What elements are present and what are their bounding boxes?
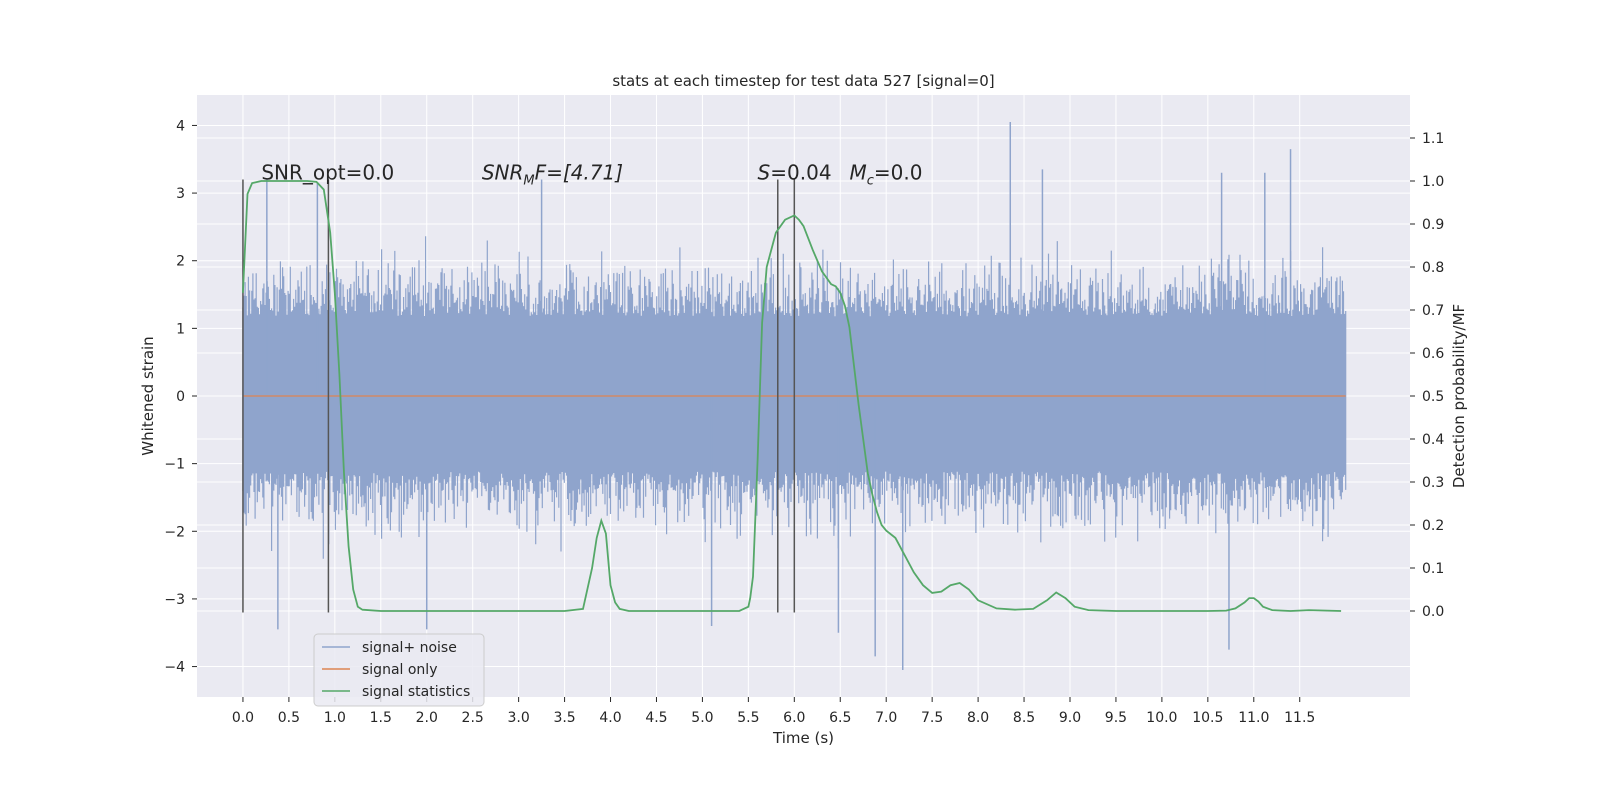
annotation-mc-main: M: [849, 161, 866, 185]
legend-box: [313, 633, 485, 707]
x-axis-title: Time (s): [772, 729, 834, 747]
left-y-tick-label: 3: [176, 186, 185, 202]
x-tick-label: 6.0: [783, 710, 805, 726]
left-y-tick-label: 4: [176, 118, 185, 134]
x-tick-label: 4.5: [645, 710, 667, 726]
right-y-tick-label: 0.7: [1422, 303, 1444, 319]
x-tick-label: 9.0: [1059, 710, 1081, 726]
signal-statistics-line: [242, 180, 1342, 612]
x-tick-label: 3.5: [553, 710, 575, 726]
x-tick-label: 2.5: [462, 710, 484, 726]
x-tick-label: 6.5: [829, 710, 851, 726]
legend-label-signal-only: signal only: [362, 662, 437, 678]
right-y-axis-title: Detection probability/MF: [1450, 304, 1468, 488]
x-tick-label: 0.5: [278, 710, 300, 726]
annotation-mc: Mc=0.0: [849, 161, 922, 189]
x-tick-label: 4.0: [599, 710, 621, 726]
right-y-tick-label: 0.1: [1422, 561, 1444, 577]
left-y-axis-title: Whitened strain: [139, 336, 157, 455]
x-tick-label: 0.0: [232, 710, 254, 726]
chart-title: stats at each timestep for test data 527…: [612, 72, 994, 90]
annotation-snr-mf-sub: M: [523, 174, 534, 189]
annotation-mc-sub: c: [867, 174, 874, 189]
x-tick-label: 7.0: [875, 710, 897, 726]
x-axis-ticks: 0.0 0.5 1.0 1.5 2.0 2.5 3.0 3.5 4.0 4.5 5.0 5.5 6.0 6…: [232, 697, 1315, 726]
right-y-tick-label: 0.3: [1422, 475, 1444, 491]
x-tick-label: 8.0: [967, 710, 989, 726]
annotation-s: S=0.04: [758, 161, 832, 185]
x-tick-label: 3.0: [507, 710, 529, 726]
left-y-tick-label: 1: [176, 321, 185, 337]
series-signal-noise: [242, 122, 1347, 670]
annotation-snr-opt: SNR_opt=0.0: [261, 161, 394, 185]
left-y-tick-label: −1: [164, 457, 185, 473]
right-y-tick-label: 0.5: [1422, 389, 1444, 405]
right-y-tick-label: 0.8: [1422, 260, 1444, 276]
x-tick-label: 11.0: [1238, 710, 1269, 726]
annotation-snr-mf: SNRMF=[4.71]: [482, 161, 623, 189]
annotation-s-main: S: [758, 161, 771, 185]
x-tick-label: 1.5: [370, 710, 392, 726]
right-y-tick-label: 0.0: [1422, 604, 1444, 620]
annotation-snr-mf-rest: F=[4.71]: [535, 161, 623, 185]
x-tick-label: 9.5: [1105, 710, 1127, 726]
x-tick-label: 7.5: [921, 710, 943, 726]
left-y-tick-label: −4: [164, 660, 185, 676]
right-y-tick-label: 0.9: [1422, 217, 1444, 233]
x-tick-label: 5.0: [691, 710, 713, 726]
detection-markers: [242, 179, 796, 613]
right-y-axis-ticks: 1.1 1.0 0.9 0.8 0.7 0.6 0.5 0.4 0.3 0.2 0.1 0.0: [1410, 131, 1444, 620]
x-tick-label: 10.0: [1146, 710, 1177, 726]
x-tick-label: 8.5: [1013, 710, 1035, 726]
series-signal-statistics: [242, 180, 1342, 612]
annotation-mc-rest: =0.0: [874, 161, 923, 185]
left-y-axis-ticks: 4 3 2 1 0 −1 −2 −3 −4: [164, 118, 197, 676]
annotation-s-rest: =0.04: [770, 161, 831, 185]
annotation-snr-mf-main: SNR: [482, 161, 524, 185]
x-tick-label: 2.0: [416, 710, 438, 726]
right-y-tick-label: 0.6: [1422, 346, 1444, 362]
left-y-tick-label: −3: [164, 592, 185, 608]
right-y-tick-label: 0.2: [1422, 518, 1444, 534]
left-y-tick-label: 0: [176, 389, 185, 405]
x-tick-label: 10.5: [1192, 710, 1223, 726]
left-y-tick-label: 2: [176, 254, 185, 270]
x-tick-label: 1.0: [324, 710, 346, 726]
legend-label-signal-statistics: signal statistics: [362, 684, 470, 700]
right-y-tick-label: 1.1: [1422, 131, 1444, 147]
x-tick-label: 11.5: [1284, 710, 1315, 726]
x-tick-label: 5.5: [737, 710, 759, 726]
legend-label-signal-noise: signal+ noise: [362, 640, 457, 656]
right-y-tick-label: 1.0: [1422, 174, 1444, 190]
right-y-tick-label: 0.4: [1422, 432, 1444, 448]
left-y-tick-label: −2: [164, 524, 185, 540]
legend: signal+ noise signal only signal statist…: [313, 633, 485, 707]
